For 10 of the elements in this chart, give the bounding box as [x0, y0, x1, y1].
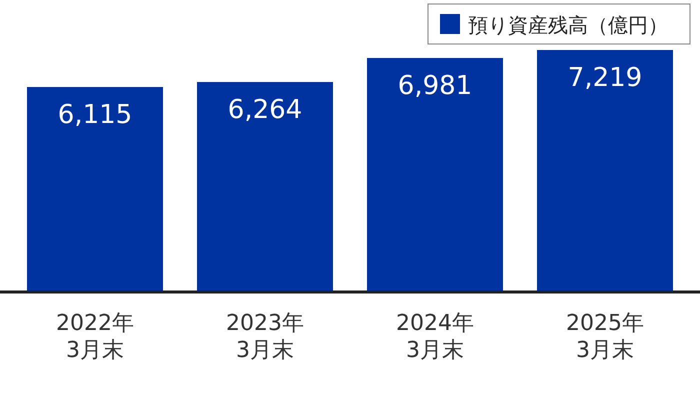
legend: 預り資産残高（億円）: [428, 4, 690, 44]
x-tick-label: 2025年 3月末: [566, 311, 644, 363]
x-tick-label: 2023年 3月末: [226, 311, 304, 363]
data-label: 6,981: [398, 70, 472, 101]
x-tick-label: 2024年 3月末: [396, 311, 474, 363]
data-label: 7,219: [568, 63, 642, 93]
data-label: 6,115: [58, 100, 132, 130]
data-label: 6,264: [228, 95, 302, 126]
legend-label: 預り資産残高（億円）: [468, 13, 668, 37]
x-tick-label: 2022年 3月末: [56, 311, 134, 363]
